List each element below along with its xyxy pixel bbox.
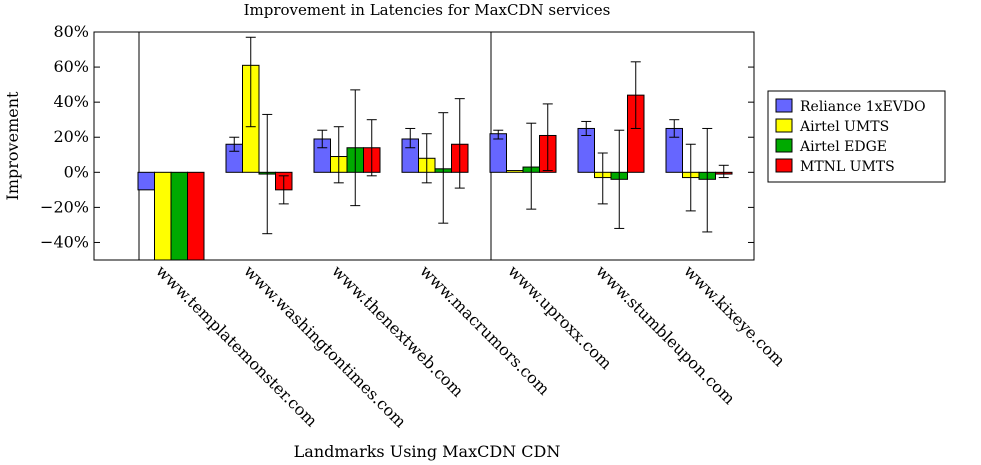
y-tick-label: −40%: [40, 232, 89, 251]
bar: [137, 171, 155, 191]
y-tick-label: 20%: [53, 127, 89, 146]
bar: [154, 171, 172, 261]
bar: [170, 171, 188, 261]
bar: [187, 171, 205, 261]
legend-label: MTNL UMTS: [800, 159, 895, 175]
bar: [489, 133, 507, 173]
y-tick-label: 0%: [64, 162, 89, 181]
legend: Reliance 1xEVDO Airtel UMTS Airtel EDGE MTN…: [767, 90, 946, 183]
plot-area: www.templatemonster.comwww.washingtontim…: [40, 22, 789, 431]
legend-swatch: [775, 118, 793, 133]
legend-swatch: [775, 138, 793, 153]
y-axis-label: Improvement: [3, 91, 22, 200]
plot-frame: [93, 31, 755, 261]
legend-label: Airtel EDGE: [799, 139, 887, 155]
legend-label: Reliance 1xEVDO: [800, 99, 926, 115]
legend-box: [767, 90, 946, 183]
legend-label: Airtel UMTS: [799, 119, 889, 135]
category-label: www.templatemonster.com: [152, 261, 321, 430]
x-axis-label: Landmarks Using MaxCDN CDN: [294, 442, 561, 461]
category-label: www.washingtontimes.com: [240, 261, 410, 431]
y-tick-label: −20%: [40, 197, 89, 216]
bar: [506, 170, 524, 173]
legend-swatch: [775, 158, 793, 173]
y-tick-label: 60%: [53, 57, 89, 76]
y-tick-label: 40%: [53, 92, 89, 111]
chart-title: Improvement in Latencies for MaxCDN serv…: [244, 1, 611, 19]
legend-swatch: [775, 98, 793, 113]
y-tick-label: 80%: [53, 22, 89, 41]
